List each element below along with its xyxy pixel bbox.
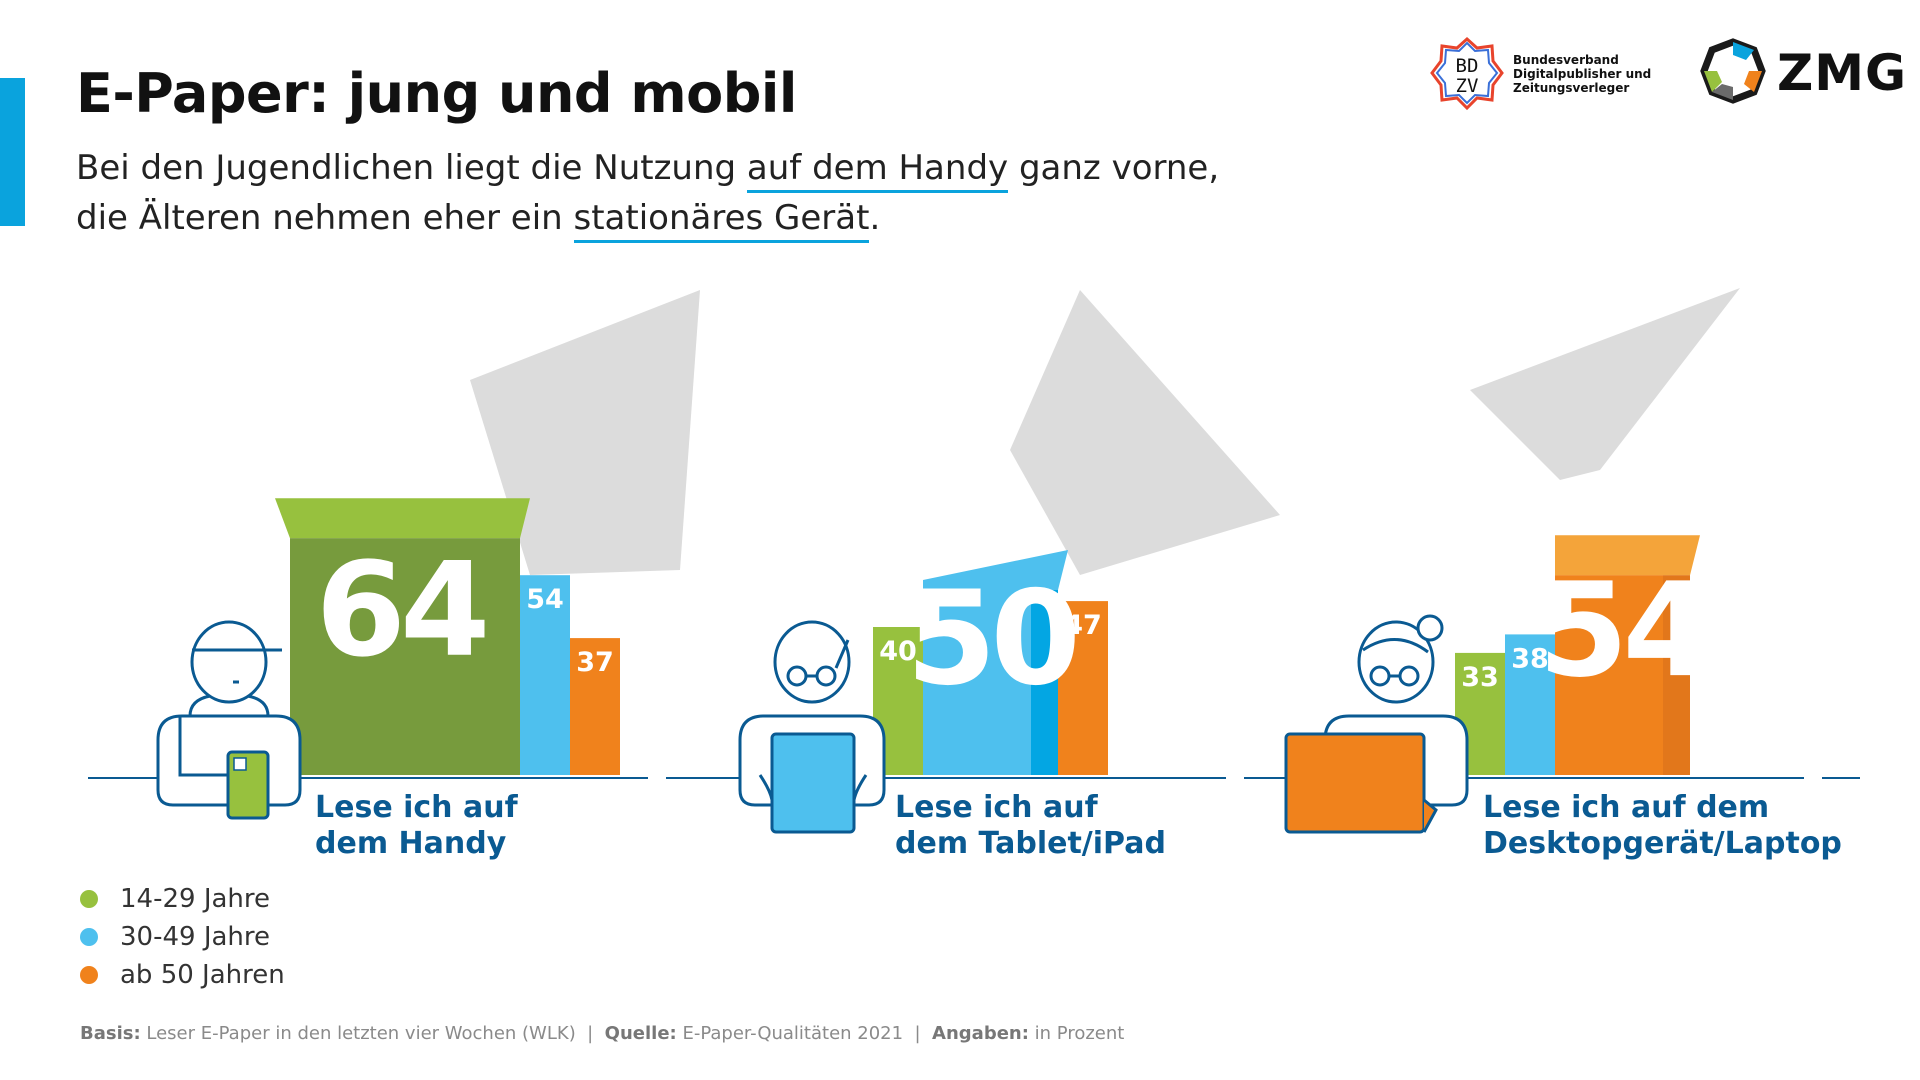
legend-label: ab 50 Jahren: [120, 960, 285, 990]
person-phone-icon: [156, 620, 302, 820]
footer-basis-label: Basis:: [80, 1023, 141, 1044]
category-label: Lese ich auf dem Tablet/iPad: [895, 790, 1166, 862]
category-label-line: Lese ich auf: [315, 790, 518, 825]
subtitle-text: ganz vorne,: [1008, 148, 1220, 188]
svg-text:ZV: ZV: [1456, 75, 1479, 97]
zmg-logo-mark: [1700, 38, 1766, 104]
subtitle-text: Bei den Jugendlichen liegt die Nutzung: [76, 148, 747, 188]
category-label-line: Desktopgerät/Laptop: [1483, 826, 1842, 861]
accent-bar: [0, 78, 25, 226]
bar-value-label: 47: [1064, 610, 1102, 641]
footer-quelle-label: Quelle:: [604, 1023, 677, 1044]
subtitle: Bei den Jugendlichen liegt die Nutzung a…: [76, 143, 1219, 243]
bar-side: [1663, 575, 1690, 775]
bar-top-face: [275, 498, 530, 539]
subtitle-text: die Älteren nehmen eher ein: [76, 198, 574, 238]
footer-basis-text: Leser E-Paper in den letzten vier Wochen…: [140, 1023, 576, 1044]
legend-label: 30-49 Jahre: [120, 922, 271, 952]
bar: [570, 638, 620, 775]
category-label-line: dem Tablet/iPad: [895, 826, 1166, 861]
bdzv-logo-mark: BD ZV: [1430, 36, 1504, 111]
zmg-logo: ZMG: [1700, 38, 1906, 108]
svg-text:BD: BD: [1456, 55, 1479, 77]
page-title: E-Paper: jung und mobil: [76, 62, 797, 125]
subtitle-highlight-stationaer: stationäres Gerät: [573, 198, 870, 243]
legend-label: 14-29 Jahre: [120, 884, 271, 914]
bar-value-label: 33: [1461, 662, 1499, 693]
bdzv-line: Bundesverband: [1513, 53, 1619, 67]
bar-value-label: 50: [906, 562, 1075, 714]
bdzv-logo: BD ZV Bundesverband Digitalpublisher und…: [1430, 36, 1651, 111]
legend-item: 14-29 Jahre: [80, 880, 285, 918]
bar-shadow: [1470, 288, 1740, 480]
footer-quelle-text: E-Paper-Qualitäten 2021: [676, 1023, 904, 1044]
bdzv-line: Digitalpublisher und: [1513, 67, 1652, 81]
person-laptop-icon: [1284, 614, 1469, 834]
bdzv-line: Zeitungsverleger: [1513, 81, 1630, 95]
bar: [1555, 575, 1663, 775]
footer-separator: |: [575, 1023, 605, 1044]
category-label: Lese ich auf dem Handy: [315, 790, 518, 862]
bar: [520, 575, 570, 775]
bar-value-label: 54: [526, 584, 564, 615]
subtitle-text: .: [869, 198, 881, 238]
footer-source: Basis: Leser E-Paper in den letzten vier…: [80, 1023, 1124, 1044]
category-label-line: Lese ich auf: [895, 790, 1098, 825]
legend-dot: [80, 890, 98, 908]
bar-value-label: 38: [1511, 643, 1549, 674]
category-label-line: Lese ich auf dem: [1483, 790, 1770, 825]
bdzv-logo-text: Bundesverband Digitalpublisher und Zeitu…: [1513, 53, 1651, 95]
bar-top-face: [1555, 535, 1700, 576]
person-tablet-icon: [738, 620, 886, 834]
category-label-line: dem Handy: [315, 826, 507, 861]
legend-item: ab 50 Jahren: [80, 956, 285, 994]
legend-dot: [80, 966, 98, 984]
zmg-logo-text: ZMG: [1777, 44, 1908, 102]
bar-value-label: 40: [879, 636, 917, 667]
bar: [923, 590, 1031, 775]
footer-separator: |: [903, 1023, 933, 1044]
bar: [1505, 634, 1555, 775]
bar-value-label: 64: [316, 534, 485, 686]
legend: 14-29 Jahre 30-49 Jahre ab 50 Jahren: [80, 880, 285, 994]
footer-angaben-text: in Prozent: [1028, 1023, 1125, 1044]
category-label: Lese ich auf dem Desktopgerät/Laptop: [1483, 790, 1842, 862]
bar-top-face: [923, 550, 1068, 590]
bar-value-label: 54: [1538, 554, 1707, 706]
legend-item: 30-49 Jahre: [80, 918, 285, 956]
footer-angaben-label: Angaben:: [932, 1023, 1029, 1044]
bar-shadow: [1010, 290, 1280, 575]
legend-dot: [80, 928, 98, 946]
bar: [1058, 601, 1108, 775]
bar: [290, 538, 520, 775]
subtitle-highlight-handy: auf dem Handy: [746, 148, 1009, 193]
bar-side: [1031, 590, 1058, 775]
bar-value-label: 37: [576, 647, 614, 678]
